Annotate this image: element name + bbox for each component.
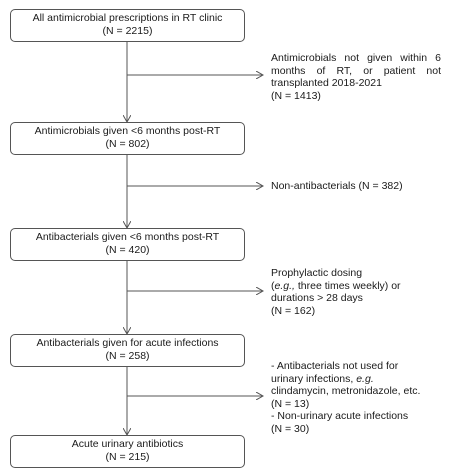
note-line: months of RT, or patient not [271,64,441,77]
box-count: (N = 258) [105,350,150,362]
exclusion-note-2: Non-antibacterials (N = 382) [271,180,446,193]
note-line: - Antibacterials not used for [271,360,399,372]
note-count: (N = 162) [271,304,316,317]
note-line: clindamycin, metronidazole, etc. [271,385,421,398]
box-antibacterials-6mo: Antibacterials given <6 months post-RT (… [10,228,245,261]
exclusion-note-3: Prophylactic dosing (e.g., three times w… [271,267,446,317]
box-urinary-antibiotics: Acute urinary antibiotics (N = 215) [10,435,245,468]
box-label: All antimicrobial prescriptions in RT cl… [32,12,223,24]
box-acute-infections: Antibacterials given for acute infection… [10,334,245,367]
box-count: (N = 2215) [102,25,153,37]
box-count: (N = 420) [105,244,150,256]
box-count: (N = 215) [105,451,150,463]
note-line: durations > 28 days [271,292,363,305]
box-label: Acute urinary antibiotics [71,438,184,450]
box-count: (N = 802) [105,138,150,150]
note-line: Non-antibacterials (N = 382) [271,180,403,192]
note-line: Antimicrobials not given within 6 [271,52,441,64]
note-line: (N = 30) [271,422,310,435]
note-line: urinary infections, e.g. [271,372,374,385]
box-all-prescriptions: All antimicrobial prescriptions in RT cl… [10,9,245,42]
note-line: (e.g., three times weekly) or [271,279,401,292]
note-line: (N = 13) [271,397,310,410]
box-label: Antimicrobials given <6 months post-RT [34,125,221,137]
exclusion-note-4: - Antibacterials not used for urinary in… [271,360,446,436]
exclusion-note-1: Antimicrobials not given within 6 months… [271,52,441,102]
box-label: Antibacterials given for acute infection… [36,337,219,349]
box-label: Antibacterials given <6 months post-RT [35,231,220,243]
note-line: transplanted 2018-2021 [271,77,382,90]
note-count: (N = 1413) [271,89,321,102]
note-line: - Non-urinary acute infections [271,410,409,423]
note-line: Prophylactic dosing [271,267,363,279]
box-antimicrobials-6mo: Antimicrobials given <6 months post-RT (… [10,122,245,155]
